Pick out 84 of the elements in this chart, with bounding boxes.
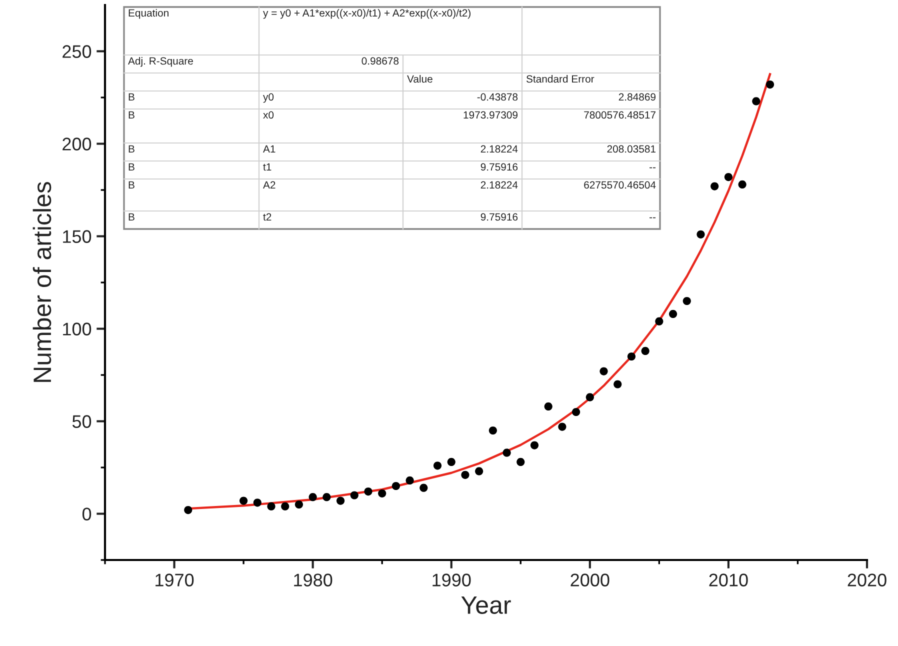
x-tick-label: 1990 <box>432 574 471 586</box>
y-tick-label: 150 <box>63 230 92 243</box>
annotation: t2 <box>263 213 272 221</box>
point <box>392 482 400 490</box>
y-tick-label: 50 <box>72 415 92 428</box>
point <box>488 426 497 435</box>
annotation: -- <box>650 217 656 218</box>
point <box>364 488 372 496</box>
y-axis-title: Number of articles <box>32 182 52 382</box>
point <box>433 462 442 470</box>
point <box>586 393 594 402</box>
point <box>475 467 484 476</box>
point <box>752 97 760 106</box>
point <box>461 470 470 479</box>
annotation: 2.18224 <box>480 181 518 189</box>
annotation: Equation <box>128 9 168 19</box>
point <box>322 493 331 502</box>
annotation: B <box>128 111 134 119</box>
x-tick-label: 1980 <box>294 574 332 586</box>
point <box>281 502 290 510</box>
annotation: x0 <box>263 111 274 119</box>
annotation: 6275570.46504 <box>584 181 656 189</box>
point <box>627 352 636 361</box>
annotation: B <box>128 181 134 189</box>
point <box>668 310 678 318</box>
annotation: y0 <box>263 93 274 103</box>
annotation: B <box>128 93 134 101</box>
point <box>572 408 580 416</box>
point <box>378 489 386 498</box>
point <box>544 402 552 410</box>
point <box>350 491 358 500</box>
point <box>766 80 774 89</box>
annotation: -- <box>650 167 656 168</box>
point <box>516 458 525 466</box>
annotation: B <box>128 145 134 153</box>
x-tick-label: 2010 <box>709 574 748 586</box>
y-tick-label: 0 <box>82 508 92 520</box>
point <box>294 500 304 509</box>
y-tick-label: 200 <box>62 138 92 150</box>
annotation: 7800576.48517 <box>584 111 656 119</box>
x-axis-title: Year <box>461 596 511 614</box>
annotation: t1 <box>263 163 272 171</box>
annotation: 9.75916 <box>480 163 518 171</box>
annotation: y = y0 + A1*exp((x-x0)/t1) + A2*exp((x-x0)/t2) <box>263 9 470 19</box>
annotation: B <box>128 163 134 171</box>
annotation: A1 <box>263 145 276 153</box>
annotation: 0.98678 <box>362 57 399 65</box>
annotation: Value <box>407 75 432 83</box>
point <box>738 180 746 188</box>
point <box>406 476 414 484</box>
point <box>308 493 317 502</box>
point <box>530 441 539 450</box>
point <box>614 380 622 388</box>
annotation: B <box>128 213 134 221</box>
point <box>253 498 262 507</box>
point <box>420 484 428 492</box>
annotation: 2.84869 <box>618 93 656 101</box>
point <box>710 182 719 190</box>
point <box>724 173 733 182</box>
annotation: 9.75916 <box>480 213 518 221</box>
annotation: -0.43878 <box>477 93 518 101</box>
x-tick-label: 1970 <box>156 574 194 586</box>
x-tick-label: 2000 <box>570 574 610 586</box>
annotation: 2.18224 <box>480 145 518 153</box>
point <box>641 346 650 355</box>
point <box>502 448 511 457</box>
x-tick-label: 2020 <box>848 574 886 586</box>
point <box>655 317 664 326</box>
point <box>447 458 456 466</box>
annotation: 1973.97309 <box>464 111 518 119</box>
annotation: A2 <box>263 181 276 189</box>
point <box>696 230 705 238</box>
point <box>336 496 345 505</box>
y-tick-label: 250 <box>62 45 92 58</box>
y-tick-label: 100 <box>63 322 92 336</box>
point <box>267 502 276 510</box>
point <box>600 367 608 376</box>
annotation: 208.03581 <box>607 145 656 153</box>
point <box>239 496 248 505</box>
annotation: Adj. R-Square <box>128 57 193 67</box>
point <box>682 296 691 306</box>
annotation: Standard Error <box>526 75 594 83</box>
point <box>558 422 566 431</box>
point <box>184 506 192 514</box>
